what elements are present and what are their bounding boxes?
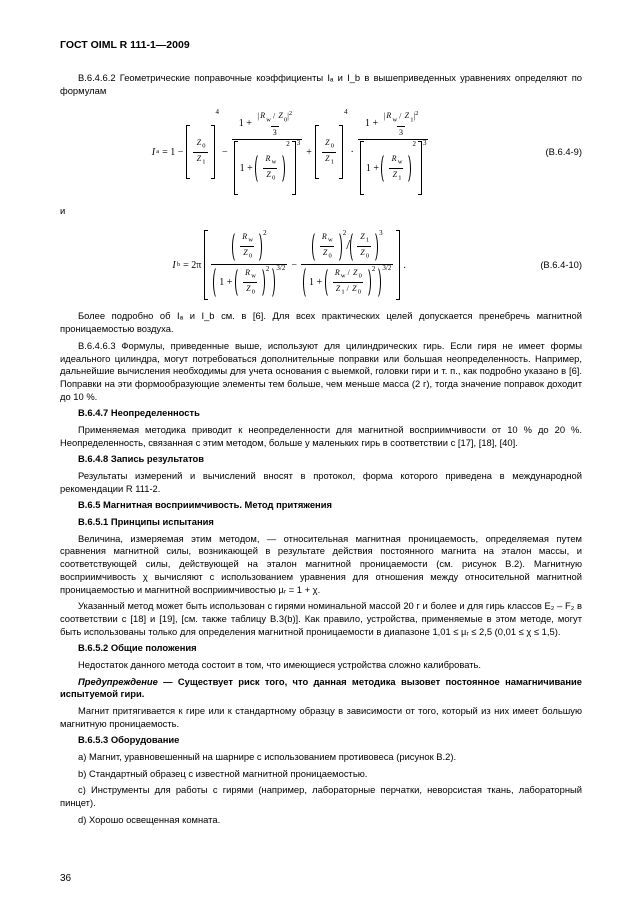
para-intro: В.6.4.6.2 Геометрические поправочные коэ… bbox=[60, 72, 582, 97]
para-652: Недостаток данного метода состоит в том,… bbox=[60, 659, 582, 672]
item-c: c) Инструменты для работы с гирями (напр… bbox=[60, 784, 582, 809]
heading-648: В.6.4.8 Запись результатов bbox=[60, 453, 582, 466]
warning: Предупреждение — Существует риск того, ч… bbox=[60, 676, 582, 701]
para-647: Применяемая методика приводит к неопреде… bbox=[60, 424, 582, 449]
para-after-eq10: Более подробно об Iₐ и I_b см. в [6]. Дл… bbox=[60, 310, 582, 335]
heading-647: В.6.4.7 Неопределенность bbox=[60, 407, 582, 420]
para-after-warn: Магнит притягивается к гире или к станда… bbox=[60, 705, 582, 730]
para-651b: Указанный метод может быть использован с… bbox=[60, 600, 582, 638]
warning-label: Предупреждение bbox=[78, 676, 158, 687]
page-number: 36 bbox=[60, 872, 71, 886]
heading-651: В.6.5.1 Принципы испытания bbox=[60, 516, 582, 529]
conj-and: и bbox=[60, 205, 582, 218]
equation-10: Ib = 2π RwZ0 2 1 + bbox=[60, 230, 582, 300]
heading-653: В.6.5.3 Оборудование bbox=[60, 734, 582, 747]
item-b: b) Стандартный образец с известной магни… bbox=[60, 768, 582, 781]
heading-65: В.6.5 Магнитная восприимчивость. Метод п… bbox=[60, 499, 582, 512]
item-d: d) Хорошо освещенная комната. bbox=[60, 814, 582, 827]
equation-9: Ia = 1 − Z0Z1 4 − 1 + |Rw / Z0|23 1 + bbox=[60, 110, 582, 196]
para-648: Результаты измерений и вычислений вносят… bbox=[60, 470, 582, 495]
heading-652: В.6.5.2 Общие положения bbox=[60, 642, 582, 655]
doc-header: ГОСТ OIML R 111-1—2009 bbox=[60, 38, 582, 52]
para-6463: В.6.4.6.3 Формулы, приведенные выше, исп… bbox=[60, 340, 582, 403]
item-a: a) Магнит, уравновешенный на шарнире с и… bbox=[60, 751, 582, 764]
equation-10-number: (B.6.4-10) bbox=[520, 259, 582, 272]
equation-9-number: (B.6.4-9) bbox=[520, 146, 582, 159]
para-651a: Величина, измеряемая этим методом, — отн… bbox=[60, 533, 582, 596]
